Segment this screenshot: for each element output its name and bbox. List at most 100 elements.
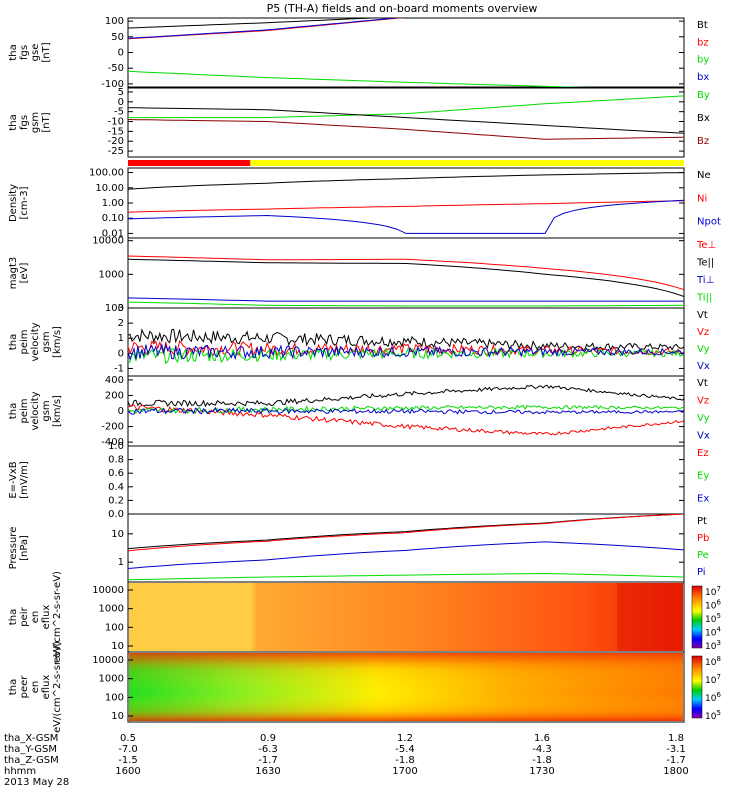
- legend-Bz: Bz: [697, 136, 709, 147]
- tick-label: 1.00: [102, 198, 124, 209]
- tick-label: -200: [101, 422, 124, 433]
- mode-bar-segment: [128, 160, 251, 166]
- orbit-value: 1730: [529, 766, 554, 777]
- orbit-value: -1.8: [395, 755, 415, 766]
- orbit-value: -1.7: [666, 755, 686, 766]
- series-Npot: [128, 199, 684, 234]
- axis-label: [cm-3]: [19, 186, 30, 219]
- orbit-table: tha_X-GSM tha_Y-GSM tha_Z-GSM hhmm 2013 …: [4, 733, 689, 788]
- panel-frame: [127, 513, 685, 583]
- axis-label: eflux: [41, 675, 52, 700]
- legend-Te⊥: Te⊥: [696, 240, 716, 251]
- series-Ti||: [128, 301, 684, 307]
- axis-label: gsm: [30, 112, 41, 133]
- orbit-value: 0.9: [260, 733, 276, 744]
- orbit-value: -1.5: [118, 755, 138, 766]
- tick-label: 3: [118, 303, 124, 314]
- series-Vx: [128, 407, 684, 415]
- axis-label: peim: [19, 398, 30, 423]
- axis-label: tha: [8, 44, 19, 60]
- orbit-value: 1800: [663, 766, 688, 777]
- panel-frame: [127, 87, 685, 158]
- tick-label: -25: [108, 146, 124, 157]
- axis-label: tha: [8, 609, 19, 625]
- legend-Vz: Vz: [697, 327, 709, 338]
- panel-density: 100.00 10.00 1.00 0.10 0.01 Density [cm-3] Ne Ni…: [8, 167, 721, 239]
- orbit-value: -5.4: [395, 744, 415, 755]
- axis-label: eV/(cm^2-s-sr-eV): [52, 571, 63, 663]
- colorbar-tick: 103: [705, 639, 721, 652]
- axis-label: [nT]: [41, 42, 52, 62]
- spectrogram-overlay: [129, 653, 683, 721]
- tick-label: 100: [105, 622, 124, 633]
- series-Ti⊥: [128, 297, 684, 302]
- colorbar: [691, 655, 703, 719]
- tick-label: 1000: [99, 269, 124, 280]
- axis-label: fgs: [19, 45, 30, 60]
- legend-Ex: Ex: [697, 493, 709, 504]
- tick-label: 200: [105, 390, 124, 401]
- colorbar-tick: 104: [705, 626, 721, 639]
- orbit-label: tha_X-GSM: [4, 733, 58, 744]
- series-Vt: [128, 328, 684, 352]
- colorbar-tick: 106: [705, 691, 721, 704]
- tick-label: -400: [101, 437, 124, 448]
- orbit-value: 1.2: [397, 733, 413, 744]
- axis-label: tha: [8, 679, 19, 695]
- orbit-value: 1600: [115, 766, 140, 777]
- series-Te⊥: [128, 255, 684, 291]
- axis-label: peim: [19, 329, 30, 354]
- tick-label: 10000: [92, 585, 124, 596]
- tick-label: 400: [105, 375, 124, 386]
- tick-label: 1.0: [108, 441, 124, 452]
- legend-Pi: Pi: [697, 567, 706, 578]
- legend-Ey: Ey: [697, 471, 709, 482]
- series-Te||: [128, 258, 684, 297]
- orbit-label: tha_Y-GSM: [4, 744, 57, 755]
- series-Pe: [128, 572, 684, 581]
- legend-bx: bx: [697, 72, 709, 83]
- orbit-label: hhmm: [4, 766, 36, 777]
- tick-label: 5: [118, 87, 124, 98]
- axis-label: velocity: [30, 391, 41, 430]
- legend-Ti⊥: Ti⊥: [696, 275, 714, 286]
- tick-label: 2: [118, 318, 124, 329]
- axis-label: E=-VxB: [8, 461, 19, 498]
- axis-label: tha: [8, 403, 19, 419]
- tick-label: 1000: [99, 604, 124, 615]
- tick-label: 10: [111, 711, 124, 722]
- colorbar: [691, 585, 703, 649]
- axis-label: fgs: [19, 115, 30, 130]
- series-by: [128, 70, 587, 87]
- legend-Vy: Vy: [697, 344, 710, 355]
- legend-Te||: Te||: [696, 258, 714, 269]
- axis-label: gsm: [41, 331, 52, 352]
- tick-label: 0.2: [108, 495, 124, 506]
- axis-label: [nPa]: [19, 535, 30, 561]
- series-Vy: [128, 347, 684, 364]
- panel-frame: [127, 651, 685, 723]
- axis-label: eflux: [41, 605, 52, 630]
- tick-label: 50: [111, 32, 124, 43]
- spectrogram: [129, 583, 683, 651]
- legend-Vt: Vt: [697, 378, 708, 389]
- orbit-value: -1.7: [258, 755, 278, 766]
- tick-label: -5: [114, 107, 124, 118]
- tick-label: 10: [111, 641, 124, 652]
- axis-label: Pressure: [8, 527, 19, 570]
- series-bz: [128, 18, 405, 40]
- series-By: [128, 95, 684, 119]
- tick-label: -100: [101, 79, 124, 90]
- page-title: P5 (TH-A) fields and on-board moments ov…: [267, 2, 538, 15]
- axis-label: peer: [19, 675, 30, 699]
- tick-label: -1: [114, 363, 124, 374]
- series-Vx: [128, 342, 684, 361]
- axis-label: magt3: [8, 257, 19, 290]
- panel-pressure: 10 1 Pressure [nPa] Pt Pb Pe Pi: [8, 513, 709, 583]
- tick-label: 0: [118, 97, 124, 108]
- panel-fgs_gse: 100 50 0 -50 -100 tha fgs gse [nT] Bt bz by bx: [8, 16, 709, 90]
- tick-label: -20: [108, 136, 124, 147]
